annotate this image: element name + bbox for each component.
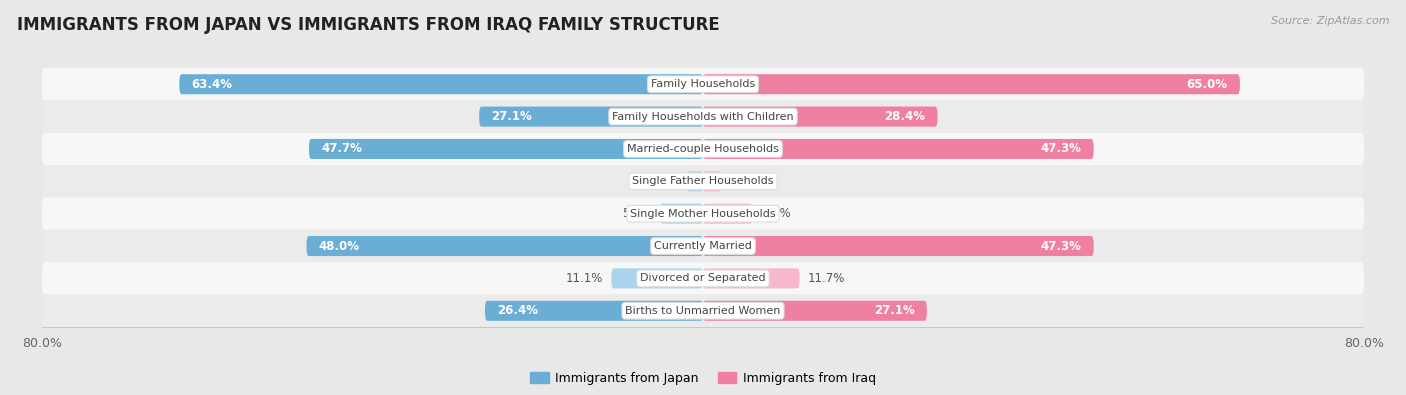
Text: IMMIGRANTS FROM JAPAN VS IMMIGRANTS FROM IRAQ FAMILY STRUCTURE: IMMIGRANTS FROM JAPAN VS IMMIGRANTS FROM… <box>17 16 720 34</box>
FancyBboxPatch shape <box>42 100 1364 133</box>
FancyBboxPatch shape <box>659 204 703 224</box>
Text: 47.3%: 47.3% <box>1040 239 1081 252</box>
Text: 47.7%: 47.7% <box>322 143 363 156</box>
Text: Family Households: Family Households <box>651 79 755 89</box>
Text: 48.0%: 48.0% <box>319 239 360 252</box>
Text: Source: ZipAtlas.com: Source: ZipAtlas.com <box>1271 16 1389 26</box>
FancyBboxPatch shape <box>42 133 1364 165</box>
Text: Divorced or Separated: Divorced or Separated <box>640 273 766 283</box>
Text: 47.3%: 47.3% <box>1040 143 1081 156</box>
FancyBboxPatch shape <box>485 301 703 321</box>
FancyBboxPatch shape <box>703 268 800 288</box>
FancyBboxPatch shape <box>42 262 1364 295</box>
FancyBboxPatch shape <box>612 268 703 288</box>
Text: Married-couple Households: Married-couple Households <box>627 144 779 154</box>
FancyBboxPatch shape <box>703 204 752 224</box>
Text: Currently Married: Currently Married <box>654 241 752 251</box>
FancyBboxPatch shape <box>703 301 927 321</box>
Text: 27.1%: 27.1% <box>873 304 914 317</box>
Text: Births to Unmarried Women: Births to Unmarried Women <box>626 306 780 316</box>
FancyBboxPatch shape <box>703 236 1094 256</box>
Text: 27.1%: 27.1% <box>492 110 533 123</box>
FancyBboxPatch shape <box>479 107 703 127</box>
Text: Single Father Households: Single Father Households <box>633 176 773 186</box>
FancyBboxPatch shape <box>42 68 1364 100</box>
FancyBboxPatch shape <box>42 165 1364 198</box>
Text: 5.2%: 5.2% <box>621 207 652 220</box>
Text: Single Mother Households: Single Mother Households <box>630 209 776 219</box>
Text: 6.0%: 6.0% <box>761 207 790 220</box>
FancyBboxPatch shape <box>703 139 1094 159</box>
FancyBboxPatch shape <box>42 198 1364 230</box>
Text: 2.2%: 2.2% <box>730 175 759 188</box>
Text: 11.1%: 11.1% <box>565 272 603 285</box>
FancyBboxPatch shape <box>703 107 938 127</box>
Legend: Immigrants from Japan, Immigrants from Iraq: Immigrants from Japan, Immigrants from I… <box>530 372 876 385</box>
FancyBboxPatch shape <box>703 171 721 191</box>
FancyBboxPatch shape <box>309 139 703 159</box>
FancyBboxPatch shape <box>42 295 1364 327</box>
FancyBboxPatch shape <box>307 236 703 256</box>
FancyBboxPatch shape <box>703 74 1240 94</box>
Text: 26.4%: 26.4% <box>498 304 538 317</box>
Text: Family Households with Children: Family Households with Children <box>612 112 794 122</box>
Text: 11.7%: 11.7% <box>808 272 845 285</box>
FancyBboxPatch shape <box>42 230 1364 262</box>
Text: 65.0%: 65.0% <box>1187 78 1227 91</box>
Text: 28.4%: 28.4% <box>884 110 925 123</box>
Text: 63.4%: 63.4% <box>191 78 232 91</box>
Text: 2.0%: 2.0% <box>648 175 678 188</box>
FancyBboxPatch shape <box>180 74 703 94</box>
FancyBboxPatch shape <box>686 171 703 191</box>
